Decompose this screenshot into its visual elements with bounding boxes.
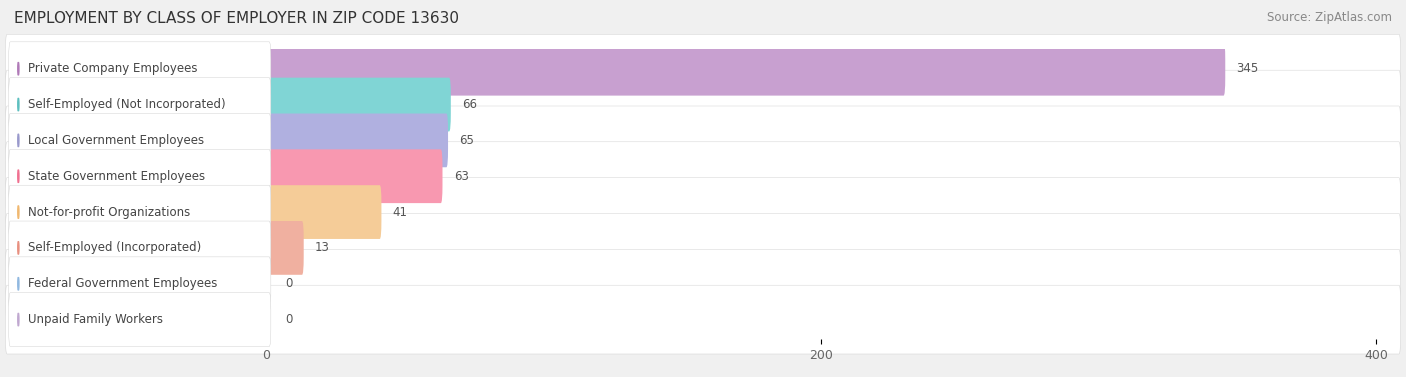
FancyBboxPatch shape: [264, 149, 443, 203]
FancyBboxPatch shape: [6, 213, 1400, 282]
Text: 66: 66: [463, 98, 477, 111]
FancyBboxPatch shape: [264, 78, 451, 132]
Text: 0: 0: [285, 313, 292, 326]
Text: 65: 65: [460, 134, 474, 147]
Text: Self-Employed (Incorporated): Self-Employed (Incorporated): [28, 241, 201, 254]
FancyBboxPatch shape: [8, 113, 271, 167]
Text: Source: ZipAtlas.com: Source: ZipAtlas.com: [1267, 11, 1392, 24]
FancyBboxPatch shape: [264, 257, 269, 311]
FancyBboxPatch shape: [8, 293, 271, 346]
FancyBboxPatch shape: [8, 42, 271, 96]
Text: Self-Employed (Not Incorporated): Self-Employed (Not Incorporated): [28, 98, 226, 111]
Text: Local Government Employees: Local Government Employees: [28, 134, 204, 147]
FancyBboxPatch shape: [6, 70, 1400, 139]
FancyBboxPatch shape: [6, 142, 1400, 211]
FancyBboxPatch shape: [8, 257, 271, 311]
FancyBboxPatch shape: [264, 113, 449, 167]
FancyBboxPatch shape: [264, 42, 1225, 96]
FancyBboxPatch shape: [8, 78, 271, 132]
Text: 63: 63: [454, 170, 468, 183]
FancyBboxPatch shape: [8, 185, 271, 239]
Text: Private Company Employees: Private Company Employees: [28, 62, 198, 75]
Text: 41: 41: [392, 205, 408, 219]
FancyBboxPatch shape: [6, 106, 1400, 175]
FancyBboxPatch shape: [264, 221, 304, 275]
Text: Unpaid Family Workers: Unpaid Family Workers: [28, 313, 163, 326]
Text: 13: 13: [315, 241, 330, 254]
FancyBboxPatch shape: [6, 34, 1400, 103]
FancyBboxPatch shape: [6, 249, 1400, 318]
Text: Federal Government Employees: Federal Government Employees: [28, 277, 218, 290]
FancyBboxPatch shape: [6, 285, 1400, 354]
Text: 0: 0: [285, 277, 292, 290]
Text: EMPLOYMENT BY CLASS OF EMPLOYER IN ZIP CODE 13630: EMPLOYMENT BY CLASS OF EMPLOYER IN ZIP C…: [14, 11, 460, 26]
FancyBboxPatch shape: [8, 149, 271, 203]
FancyBboxPatch shape: [8, 221, 271, 275]
Text: 345: 345: [1237, 62, 1258, 75]
Text: State Government Employees: State Government Employees: [28, 170, 205, 183]
FancyBboxPatch shape: [264, 293, 269, 346]
FancyBboxPatch shape: [264, 185, 381, 239]
Text: Not-for-profit Organizations: Not-for-profit Organizations: [28, 205, 190, 219]
FancyBboxPatch shape: [6, 178, 1400, 247]
